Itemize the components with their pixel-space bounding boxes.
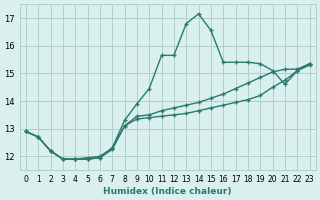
X-axis label: Humidex (Indice chaleur): Humidex (Indice chaleur) [103,187,232,196]
